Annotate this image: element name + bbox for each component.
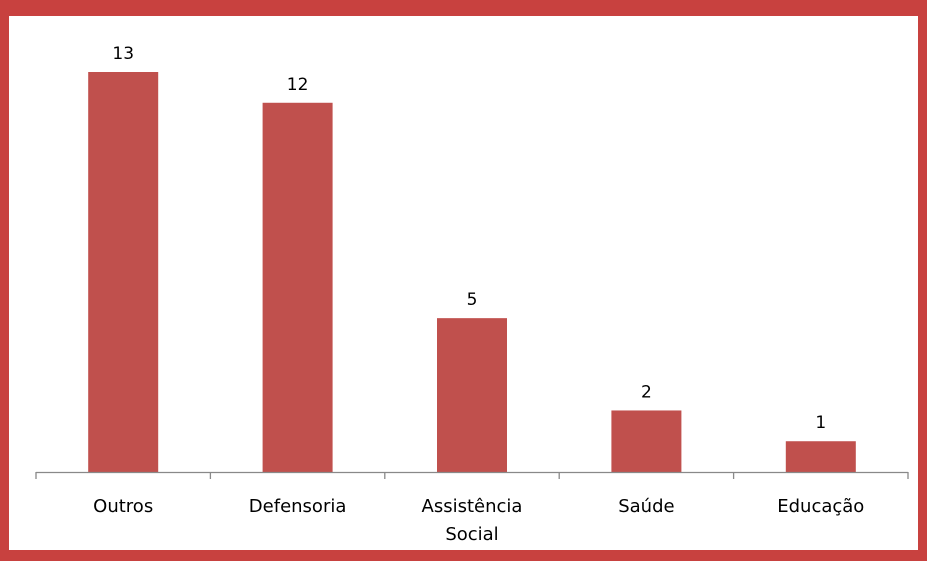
category-label: Saúde [618,496,674,517]
bar [437,318,507,472]
bar [88,72,159,472]
category-label-line: Social [445,524,498,545]
data-label: 13 [112,44,134,64]
category-labels-layer: Outros Defensoria Assistência Social Saúde Ed… [93,496,864,545]
category-label: Defensoria [249,496,347,517]
category-label-line: Educação [777,496,864,517]
x-axis [35,471,909,479]
bar [785,441,856,472]
category-label-line: Defensoria [249,496,347,517]
data-labels-layer: 13 12 5 2 1 [112,44,826,433]
category-label: Assistência Social [422,496,523,545]
bars-layer [88,72,856,473]
data-label: 2 [641,382,652,402]
category-label: Educação [777,496,864,517]
category-label: Outros [93,496,153,517]
category-label-line: Outros [93,496,153,517]
data-label: 5 [467,290,478,310]
category-label-line: Saúde [618,496,674,517]
bar [262,102,333,473]
category-label-line: Assistência [422,496,523,517]
bar [611,410,682,472]
data-label: 12 [287,75,309,95]
data-label: 1 [815,413,826,433]
